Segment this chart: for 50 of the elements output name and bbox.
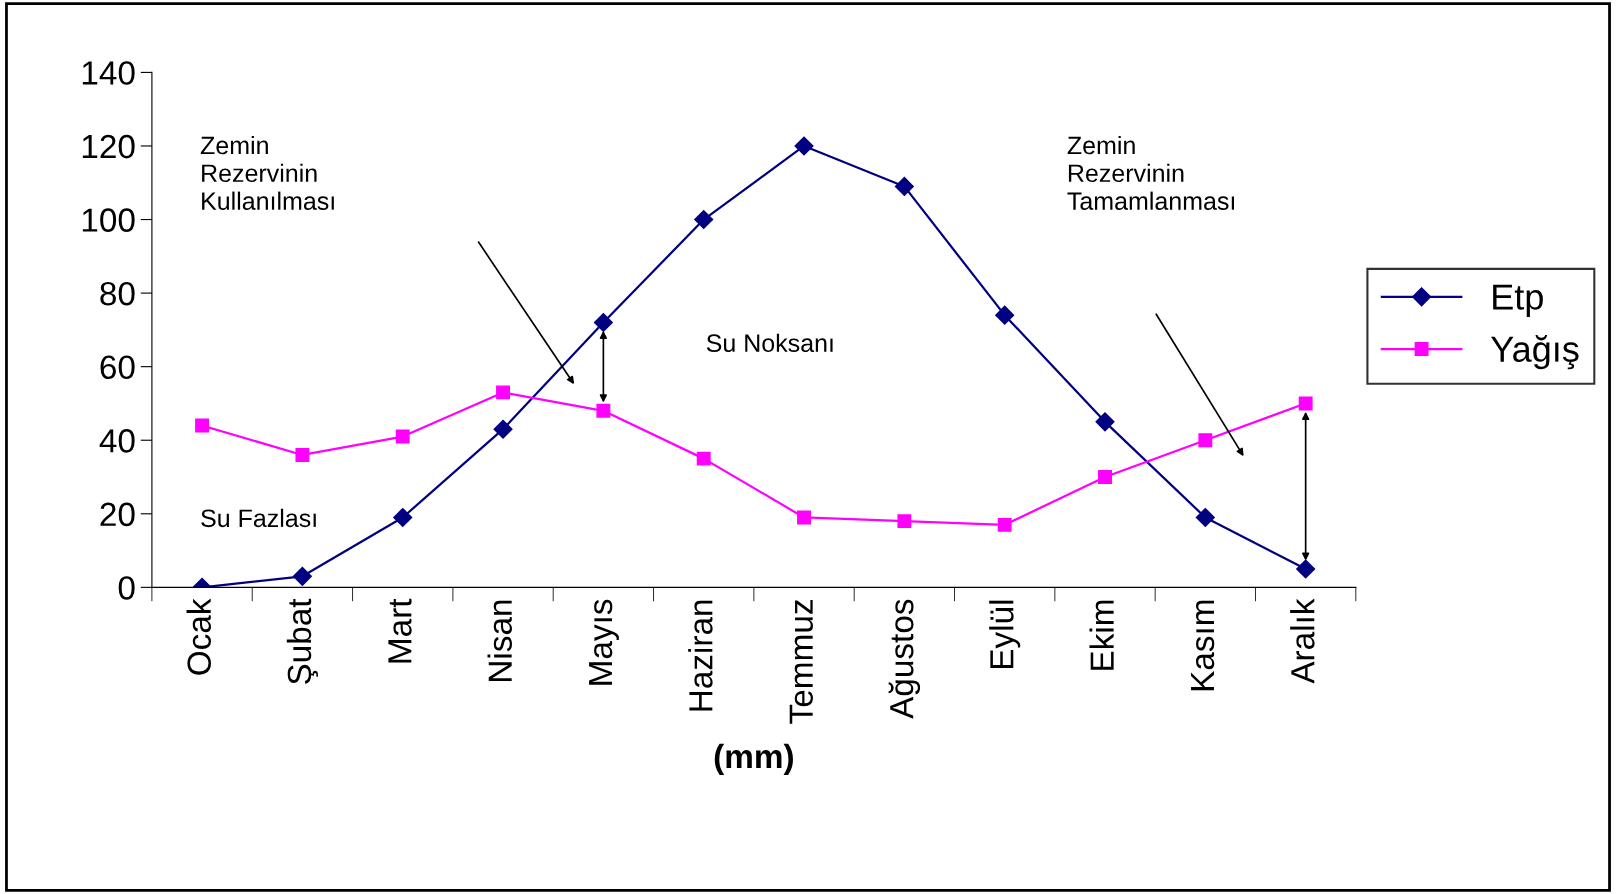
point <box>894 176 914 196</box>
point <box>1098 470 1112 484</box>
annotation: Su Noksanı <box>706 333 833 353</box>
point <box>295 447 310 462</box>
annotation: Su Fazlası <box>201 508 316 528</box>
x-tick-label: Ocak <box>186 598 212 675</box>
x-tick-label: Eylül <box>989 600 1021 668</box>
point <box>897 514 912 529</box>
point <box>1198 433 1213 448</box>
x-tick-label: Haziran <box>688 600 713 711</box>
legend-label: Yağış <box>1490 335 1579 370</box>
y-tick-label: 140 <box>82 61 135 85</box>
x-tick-label: Mart <box>388 598 412 663</box>
point <box>393 507 413 528</box>
x-tick-label: Temmuz <box>789 600 813 724</box>
point <box>694 210 714 230</box>
x-tick-label: Kasım <box>1191 600 1215 691</box>
point <box>797 510 811 525</box>
point <box>995 305 1015 325</box>
x-tick-label: Ekim <box>1089 600 1114 670</box>
point <box>1298 396 1313 411</box>
x-tick-label: Mayıs <box>589 599 619 685</box>
y-tick-label: 0 <box>118 576 135 600</box>
point <box>593 312 613 333</box>
point <box>496 385 510 400</box>
point <box>493 419 513 439</box>
point <box>794 136 814 156</box>
point <box>1095 412 1115 432</box>
point <box>395 429 410 444</box>
y-tick-label: 120 <box>82 134 135 159</box>
y-tick-label: 60 <box>100 355 135 380</box>
annotation: Zemin Rezervinin Tamamlanması <box>1067 135 1234 210</box>
y-tick-label: 40 <box>99 429 135 453</box>
point <box>1195 507 1215 528</box>
y-tick-label: 80 <box>100 281 135 306</box>
point <box>596 403 611 418</box>
point <box>195 418 210 433</box>
point <box>292 566 312 586</box>
annotation: Zemin Rezervinin Kullanılması <box>200 135 334 210</box>
point <box>696 451 711 466</box>
x-tick-label: Aralık <box>1290 598 1315 684</box>
y-tick-label: 20 <box>100 502 135 527</box>
x-axis-title: (mm) <box>714 743 793 775</box>
x-tick-label: Ağustos <box>888 599 921 719</box>
x-tick-label: Şubat <box>286 598 318 685</box>
x-tick-label: Nisan <box>487 600 512 681</box>
point <box>997 517 1012 532</box>
legend-label: Etp <box>1493 284 1543 317</box>
y-tick-label: 100 <box>82 208 135 232</box>
point <box>1296 559 1316 579</box>
